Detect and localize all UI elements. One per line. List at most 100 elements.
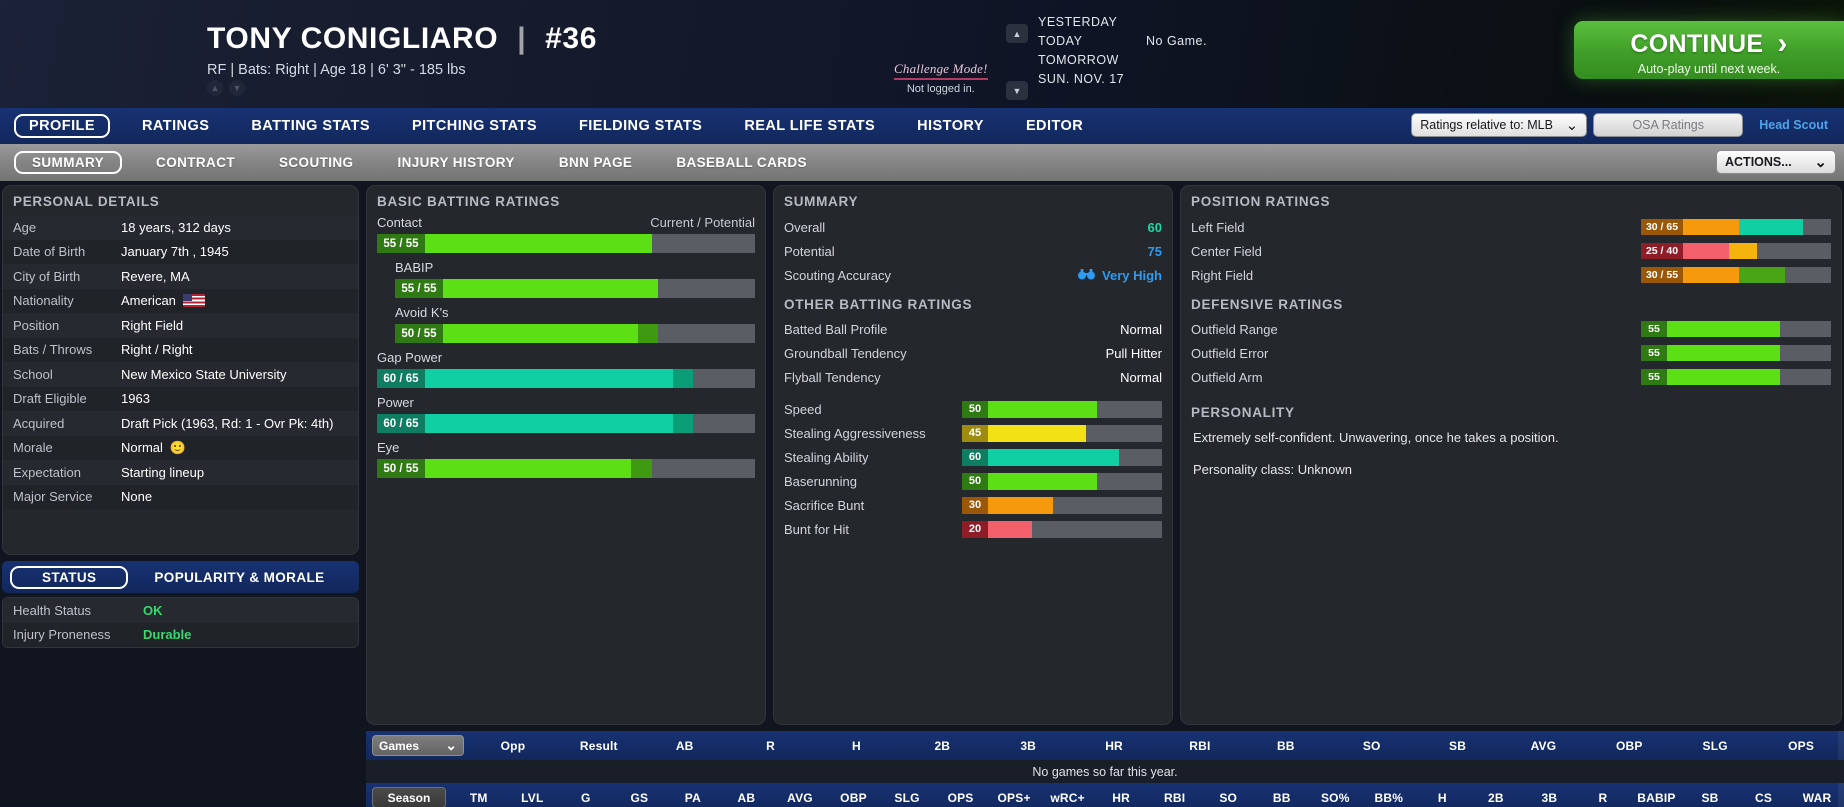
column-header[interactable]: G [581,790,591,805]
column-header[interactable]: AB [737,790,756,805]
tab-profile[interactable]: PROFILE [14,114,110,138]
horizontal-scrollbar[interactable] [1838,783,1844,807]
column-header[interactable]: AVG [1530,738,1557,753]
date-label: TOMORROW [1038,52,1119,67]
column-header[interactable]: SB [1449,738,1467,753]
column-header[interactable]: SO [1362,738,1381,753]
column-header[interactable]: 3B [1020,738,1037,753]
column-header[interactable]: BABIP [1637,790,1676,805]
detail-value-text: January 7th , 1945 [121,244,229,260]
personal-detail-row: Position Right Field [3,313,358,338]
tab-history[interactable]: HISTORY [917,118,984,134]
summary-bar-row: Stealing Ability 60 [774,445,1172,469]
column-header[interactable]: TM [469,790,488,805]
column-header[interactable]: R [766,738,775,753]
column-header[interactable]: LVL [521,790,544,805]
column-header[interactable]: AB [675,738,694,753]
season-table-header: Season TM LVL G GS PA AB AVG OBP SLG OPS OPS+ wRC+ H… [366,783,1844,807]
column-header[interactable]: SLG [1702,738,1728,753]
column-header[interactable]: CS [1754,790,1773,805]
date-row[interactable]: SUN. NOV. 17 [1038,69,1336,88]
osa-ratings-button[interactable]: OSA Ratings [1593,113,1744,137]
tab-real-life-stats[interactable]: REAL LIFE STATS [744,118,876,134]
column-header[interactable]: BB [1272,790,1291,805]
games-selector[interactable]: Games ⌄ [372,735,464,756]
column-header[interactable]: 2B [934,738,951,753]
subtab-contract[interactable]: CONTRACT [156,155,235,170]
summary-bar-chip: 20 [962,520,988,538]
subtab-baseball-cards[interactable]: BASEBALL CARDS [676,155,807,170]
column-header[interactable]: AVG [787,790,813,805]
column-header[interactable]: Result [579,738,618,753]
column-header[interactable]: OPS [1788,738,1815,753]
previous-day-button[interactable]: ▲ [1006,24,1028,43]
column-header[interactable]: H [1437,790,1447,805]
date-row[interactable]: TOMORROW [1038,50,1336,69]
column-header[interactable]: BB% [1374,790,1404,805]
position-potential-fill [1738,219,1804,235]
tab-fielding-stats[interactable]: FIELDING STATS [578,118,703,134]
tab-status[interactable]: STATUS [10,565,129,589]
tab-popularity-morale[interactable]: POPULARITY & MORALE [154,569,325,585]
date-row[interactable]: YESTERDAY [1038,12,1336,31]
column-header[interactable]: RBI [1164,790,1186,805]
ratings-relative-select[interactable]: Ratings relative to: MLB ⌄ [1411,113,1588,137]
column-header[interactable]: OBP [1616,738,1643,753]
defensive-track [1667,321,1831,337]
column-header[interactable]: HR [1105,738,1123,753]
defensive-fill [1667,321,1780,337]
column-header[interactable]: BB [1276,738,1295,753]
column-header[interactable]: GS [630,790,649,805]
head-scout-link[interactable]: Head Scout [1759,118,1828,132]
defensive-rating-rows: Outfield Range 55 Outfield Error 55 Outfield… [1181,317,1841,389]
prev-player-icon[interactable]: ▲ [207,80,223,96]
summary-key: Batted Ball Profile [784,321,888,337]
summary-panel: SUMMARY Overall 60 Potential 75 Scouting… [773,185,1173,725]
actions-dropdown[interactable]: ACTIONS... ⌄ [1716,150,1836,174]
tab-batting-stats[interactable]: BATTING STATS [251,118,370,134]
morale-smiley-icon: 🙂 [169,439,187,455]
column-header[interactable]: SLG [894,790,920,805]
column-header[interactable]: SB [1701,790,1719,805]
column-header[interactable]: OPS+ [997,790,1031,805]
continue-button[interactable]: CONTINUE › Auto-play until next week. [1574,21,1844,79]
column-header[interactable]: 3B [1541,790,1558,805]
subtab-bnn-page[interactable]: BNN PAGE [558,155,633,170]
column-header[interactable]: HR [1112,790,1130,805]
detail-key: Age [13,219,37,235]
column-header[interactable]: RBI [1189,738,1211,753]
position-ratings-title: POSITION RATINGS [1191,194,1331,209]
overall-value: 60 [1147,219,1162,235]
column-header[interactable]: OBP [840,790,867,805]
rating-label: Gap Power [377,350,443,365]
column-header[interactable]: OPS [947,790,974,805]
player-nav-arrows[interactable]: ▲ ▼ [207,80,245,96]
subtab-injury-history[interactable]: INJURY HISTORY [397,155,515,170]
column-header[interactable]: H [852,738,861,753]
column-header[interactable]: SO [1219,790,1238,805]
position-key: Right Field [1191,267,1254,283]
column-header[interactable]: Opp [500,738,526,753]
column-header[interactable]: PA [684,790,701,805]
column-header[interactable]: WAR [1802,790,1832,805]
column-header[interactable]: wRC+ [1050,790,1085,805]
subtab-scouting[interactable]: SCOUTING [279,155,354,170]
osa-ratings-label: OSA Ratings [1632,118,1705,132]
next-day-button[interactable]: ▼ [1006,81,1028,100]
position-potential-fill [1738,267,1785,283]
status-key: Injury Proneness [13,627,111,643]
tab-pitching-stats[interactable]: PITCHING STATS [411,118,537,134]
column-header[interactable]: R [1598,790,1608,805]
subtab-summary[interactable]: SUMMARY [14,151,123,174]
column-header[interactable]: SO% [1320,790,1350,805]
column-header[interactable]: 2B [1487,790,1504,805]
season-selector[interactable]: Season [372,787,446,807]
rating-label: BABIP [395,260,434,275]
personal-detail-row: Morale Normal 🙂 [3,435,358,460]
date-row[interactable]: TODAY No Game. [1038,31,1336,50]
rating-potential-fill [631,459,652,478]
next-player-icon[interactable]: ▼ [229,80,245,96]
horizontal-scrollbar[interactable] [1838,731,1844,760]
tab-ratings[interactable]: RATINGS [142,118,210,134]
tab-editor[interactable]: EDITOR [1025,118,1084,134]
